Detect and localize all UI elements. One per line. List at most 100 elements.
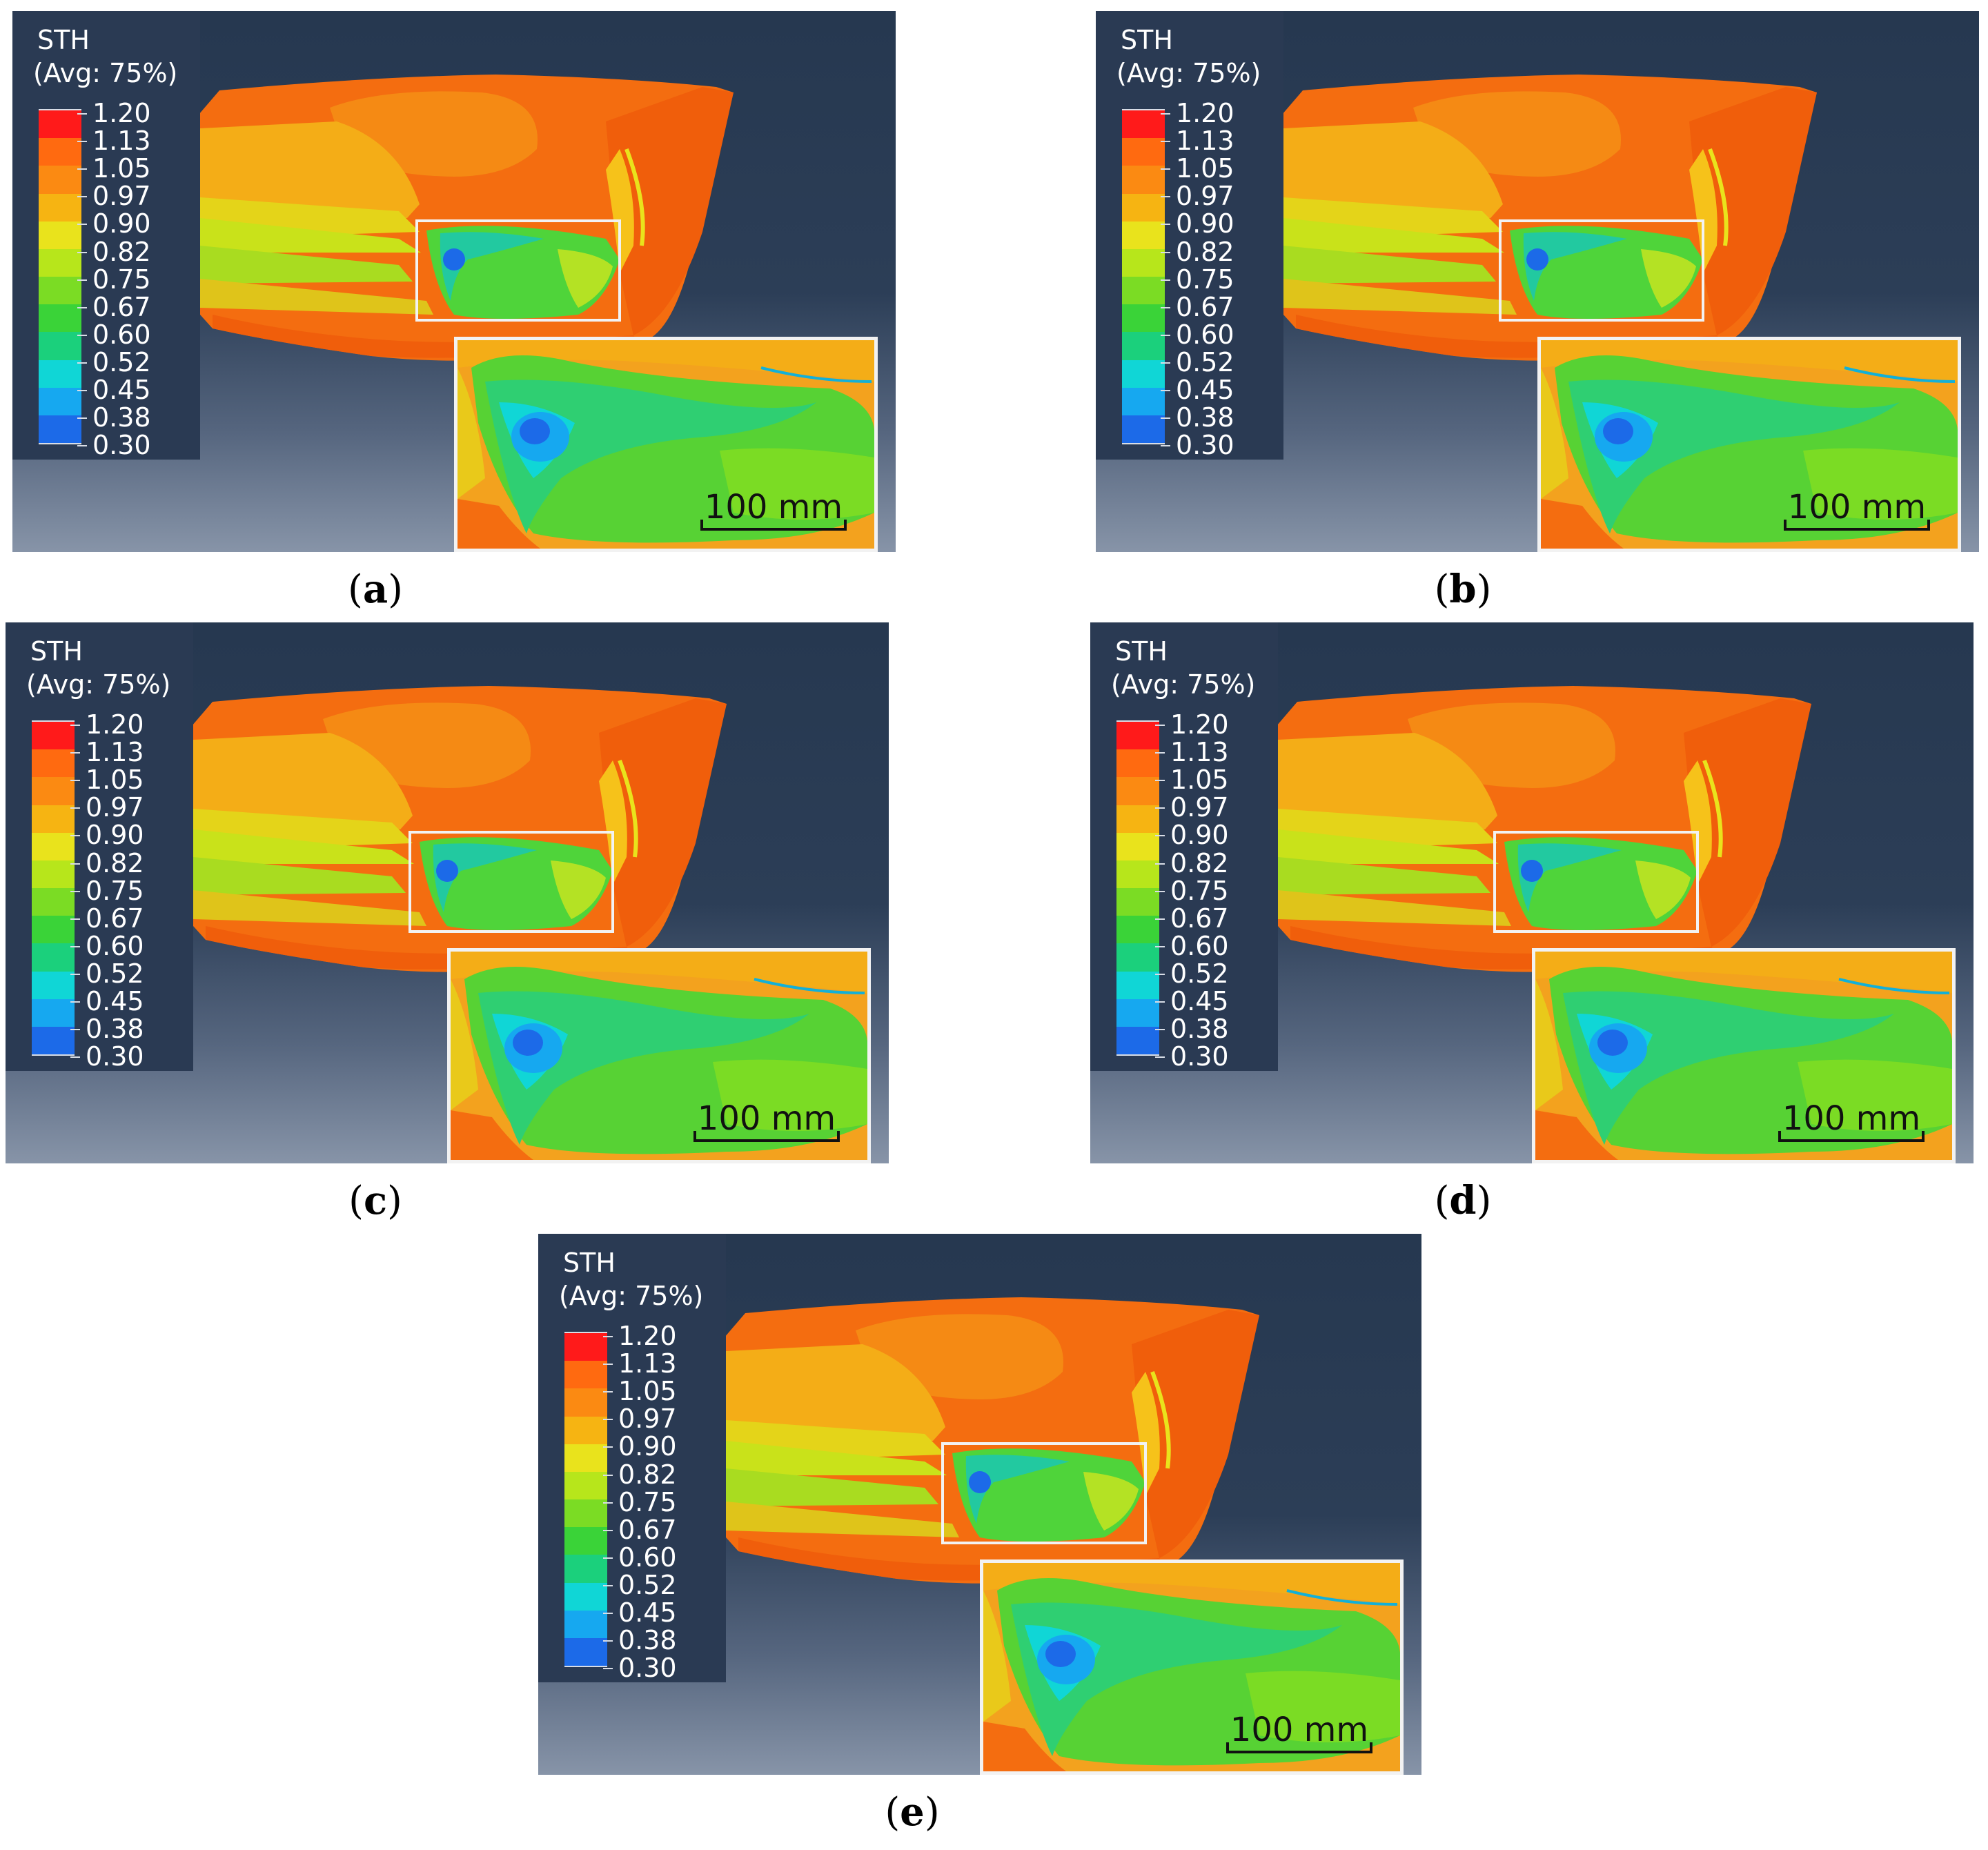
legend-swatch: [32, 998, 75, 1027]
legend-value-label: 0.30: [603, 1654, 720, 1682]
scale-bar-label: 100 mm: [1230, 1711, 1369, 1749]
legend-color-bar: [1116, 720, 1159, 1056]
legend-value-label: 1.20: [1155, 711, 1272, 738]
legend-value-label: 0.97: [77, 182, 195, 210]
panel-caption-a: (a): [347, 567, 403, 612]
legend-value-label: 1.20: [1161, 99, 1278, 127]
legend-swatch: [1122, 221, 1165, 249]
panel-caption-b: (b): [1434, 567, 1492, 612]
legend-value-label: 0.75: [603, 1488, 720, 1516]
legend-value-label: 0.38: [70, 1015, 188, 1043]
legend-value-label: 0.97: [603, 1405, 720, 1433]
zoom-inset: 100 mm: [1537, 337, 1961, 552]
contour-legend: STH (Avg: 75%) 1.20 1.13 1.05 0.97 0.90 0.82 0…: [1096, 11, 1283, 460]
contour-panel-c: STH (Avg: 75%) 1.20 1.13 1.05 0.97 0.90 0.82 0…: [6, 622, 889, 1163]
legend-swatch: [32, 749, 75, 778]
sheet-part-contour: [725, 1297, 1259, 1584]
legend-swatch: [1122, 166, 1165, 194]
legend-value-label: 0.67: [70, 905, 188, 932]
legend-value-label: 1.05: [1161, 155, 1278, 182]
scale-bar: 100 mm: [700, 489, 847, 533]
region-of-interest-box: [941, 1442, 1147, 1544]
contour-panel-e: STH (Avg: 75%) 1.20 1.13 1.05 0.97 0.90 0.82 0…: [538, 1234, 1421, 1775]
legend-value-label: 0.60: [77, 321, 195, 348]
sheet-part-contour: [1282, 75, 1817, 361]
legend-swatch: [564, 1610, 607, 1638]
legend-swatch: [32, 971, 75, 999]
zoom-inset: 100 mm: [447, 948, 871, 1163]
legend-labels: 1.20 1.13 1.05 0.97 0.90 0.82 0.75 0.67 0.60 0.52…: [70, 711, 188, 1070]
legend-swatch: [564, 1499, 607, 1528]
legend-swatch: [32, 832, 75, 860]
contour-panel-b: STH (Avg: 75%) 1.20 1.13 1.05 0.97 0.90 0.82 0…: [1096, 11, 1979, 552]
legend-swatch: [564, 1333, 607, 1361]
scale-bar-label: 100 mm: [1782, 1099, 1921, 1138]
legend-swatch: [564, 1361, 607, 1389]
inset-contour: [1541, 340, 1958, 549]
contour-panel-a: STH (Avg: 75%) 1.20 1.13 1.05 0.97 0.90 0.82 0…: [12, 11, 896, 552]
contour-legend: STH (Avg: 75%) 1.20 1.13 1.05 0.97 0.90 0.82 0…: [538, 1234, 726, 1682]
inset-contour: [457, 340, 874, 549]
legend-swatch: [39, 360, 81, 388]
legend-swatch: [564, 1527, 607, 1555]
legend-color-bar: [39, 109, 81, 444]
legend-value-label: 0.38: [77, 404, 195, 431]
scale-bar-label: 100 mm: [1787, 488, 1927, 527]
legend-swatch: [1116, 722, 1159, 750]
legend-value-label: 0.60: [1155, 932, 1272, 960]
legend-swatch: [1116, 860, 1159, 889]
legend-value-label: 1.20: [77, 99, 195, 127]
legend-value-label: 0.52: [1161, 348, 1278, 376]
legend-labels: 1.20 1.13 1.05 0.97 0.90 0.82 0.75 0.67 0.60 0.52…: [1155, 711, 1272, 1070]
legend-value-label: 0.90: [1155, 821, 1272, 849]
legend-swatch: [32, 888, 75, 916]
legend-swatch: [32, 722, 75, 750]
legend-value-label: 0.75: [1155, 877, 1272, 905]
legend-swatch: [1116, 888, 1159, 916]
legend-swatch: [32, 1026, 75, 1055]
legend-value-label: 1.05: [603, 1377, 720, 1405]
legend-value-label: 1.05: [77, 155, 195, 182]
legend-value-label: 0.67: [1161, 293, 1278, 321]
legend-swatch: [1116, 777, 1159, 805]
legend-swatch: [39, 387, 81, 415]
legend-swatch: [564, 1471, 607, 1500]
legend-value-label: 0.52: [1155, 960, 1272, 987]
legend-value-label: 0.52: [603, 1571, 720, 1599]
legend-value-label: 1.05: [1155, 766, 1272, 794]
legend-swatch: [39, 415, 81, 444]
legend-value-label: 0.30: [77, 431, 195, 459]
legend-swatch: [39, 138, 81, 166]
legend-value-label: 0.90: [603, 1433, 720, 1460]
legend-value-label: 0.52: [77, 348, 195, 376]
region-of-interest-box: [415, 219, 621, 322]
contour-legend: STH (Avg: 75%) 1.20 1.13 1.05 0.97 0.90 0.82 0…: [6, 622, 193, 1071]
legend-value-label: 0.45: [603, 1599, 720, 1626]
legend-value-label: 0.82: [1161, 238, 1278, 266]
legend-swatch: [1122, 304, 1165, 333]
legend-swatch: [32, 943, 75, 972]
legend-value-label: 0.97: [70, 794, 188, 821]
scale-bar-line: [1784, 520, 1930, 531]
legend-value-label: 0.97: [1155, 794, 1272, 821]
legend-swatch: [1116, 971, 1159, 999]
legend-title: STH: [30, 636, 83, 667]
panel-caption-letter: b: [1449, 567, 1477, 612]
contour-panel-d: STH (Avg: 75%) 1.20 1.13 1.05 0.97 0.90 0.82 0…: [1090, 622, 1974, 1163]
inset-contour: [1535, 952, 1952, 1160]
legend-value-label: 0.75: [70, 877, 188, 905]
panel-caption-c: (c): [348, 1178, 402, 1223]
zoom-inset: 100 mm: [454, 337, 878, 552]
legend-swatch: [564, 1582, 607, 1611]
legend-title: STH: [1121, 25, 1173, 55]
sheet-part-contour: [1277, 686, 1811, 972]
legend-value-label: 0.38: [1155, 1015, 1272, 1043]
legend-value-label: 0.90: [77, 210, 195, 237]
legend-value-label: 1.20: [70, 711, 188, 738]
legend-subtitle: (Avg: 75%): [559, 1281, 704, 1311]
legend-value-label: 0.38: [603, 1626, 720, 1654]
scale-bar-label: 100 mm: [704, 488, 843, 527]
legend-value-label: 0.82: [70, 849, 188, 877]
legend-value-label: 0.75: [1161, 266, 1278, 293]
legend-value-label: 0.75: [77, 266, 195, 293]
